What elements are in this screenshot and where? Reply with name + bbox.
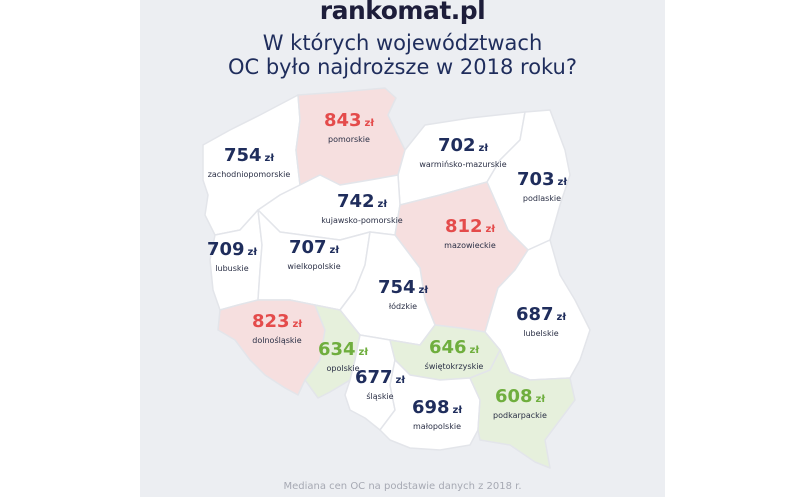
region-label-malopolskie: 698 zł małopolskie <box>412 398 462 433</box>
price-value: 812 <box>444 216 483 237</box>
region-name: łódzkie <box>388 302 418 311</box>
region-name: kujawsko-pomorskie <box>321 216 403 225</box>
region-label-podkarpackie: 608 zł podkarpackie <box>493 387 547 422</box>
region-label-mazowieckie: 812 zł mazowieckie <box>444 217 496 252</box>
region-name: zachodniopomorskie <box>207 170 291 179</box>
region-name: śląskie <box>366 392 394 401</box>
price-value: 823 <box>251 311 290 332</box>
title-line-2: OC było najdroższe w 2018 roku? <box>227 55 578 79</box>
region-name: lubelskie <box>523 329 559 338</box>
price-value: 754 <box>377 277 416 298</box>
footnote: Mediana cen OC na podstawie danych z 201… <box>283 481 522 492</box>
price-unit: zł <box>452 405 463 416</box>
region-shape-malopolskie[interactable] <box>379 359 481 451</box>
region-name: mazowieckie <box>444 241 496 250</box>
price-value: 742 <box>336 191 375 212</box>
region-label-kujawsko-pomorskie: 742 zł kujawsko-pomorskie <box>321 192 402 227</box>
price-unit: zł <box>469 345 480 356</box>
price-unit: zł <box>418 285 429 296</box>
price-value: 608 <box>494 386 533 407</box>
region-name: lubuskie <box>215 264 249 273</box>
price-value: 703 <box>516 169 555 190</box>
price-value: 843 <box>323 110 362 131</box>
price-unit: zł <box>329 245 340 256</box>
title-line-1: W których województwach <box>262 31 543 55</box>
region-label-slaskie: 677 zł śląskie <box>355 368 405 403</box>
region-name: podlaskie <box>522 194 562 203</box>
region-name: opolskie <box>326 364 360 373</box>
region-name: pomorskie <box>328 135 370 144</box>
region-name: świętokrzyskie <box>424 362 484 371</box>
region-name: podkarpackie <box>493 411 547 420</box>
price-unit: zł <box>364 118 375 129</box>
price-value: 709 <box>206 239 245 260</box>
region-label-wielkopolskie: 707 zł wielkopolskie <box>287 238 340 273</box>
price-unit: zł <box>478 143 489 154</box>
price-value: 754 <box>223 145 262 166</box>
page-title: W których województwach OC było najdrożs… <box>0 31 805 79</box>
price-value: 702 <box>437 135 476 156</box>
region-label-lubelskie: 687 zł lubelskie <box>516 305 566 340</box>
price-value: 698 <box>411 397 450 418</box>
region-name: warmińsko-mazurskie <box>419 160 507 169</box>
price-unit: zł <box>557 177 568 188</box>
price-value: 646 <box>428 337 467 358</box>
price-unit: zł <box>264 153 275 164</box>
region-label-zachodniopomorskie: 754 zł zachodniopomorskie <box>208 146 291 181</box>
price-value: 677 <box>354 367 393 388</box>
region-label-swietokrzyskie: 646 zł świętokrzyskie <box>425 338 484 373</box>
price-unit: zł <box>292 319 303 330</box>
price-unit: zł <box>247 247 258 258</box>
region-shape-opolskie[interactable] <box>304 304 361 399</box>
price-value: 634 <box>317 339 356 360</box>
region-label-lodzkie: 754 zł łódzkie <box>378 278 428 313</box>
logo: rankomat.pl <box>319 0 486 25</box>
region-name: dolnośląskie <box>252 336 302 345</box>
price-unit: zł <box>485 224 496 235</box>
region-label-dolnoslaskie: 823 zł dolnośląskie <box>252 312 302 347</box>
price-value: 687 <box>515 304 554 325</box>
region-name: wielkopolskie <box>287 262 341 271</box>
price-unit: zł <box>556 312 567 323</box>
region-label-opolskie: 634 zł opolskie <box>318 340 368 375</box>
price-unit: zł <box>535 394 546 405</box>
region-label-podlaskie: 703 zł podlaskie <box>517 170 567 205</box>
price-unit: zł <box>377 199 388 210</box>
region-label-warminsko-mazurskie: 702 zł warmińsko-mazurskie <box>419 136 506 171</box>
region-label-lubuskie: 709 zł lubuskie <box>207 240 257 275</box>
region-shape-podkarpackie[interactable] <box>469 349 576 469</box>
price-unit: zł <box>358 347 369 358</box>
price-value: 707 <box>288 237 327 258</box>
region-name: małopolskie <box>412 422 462 431</box>
region-label-pomorskie: 843 zł pomorskie <box>324 111 374 146</box>
price-unit: zł <box>395 375 406 386</box>
